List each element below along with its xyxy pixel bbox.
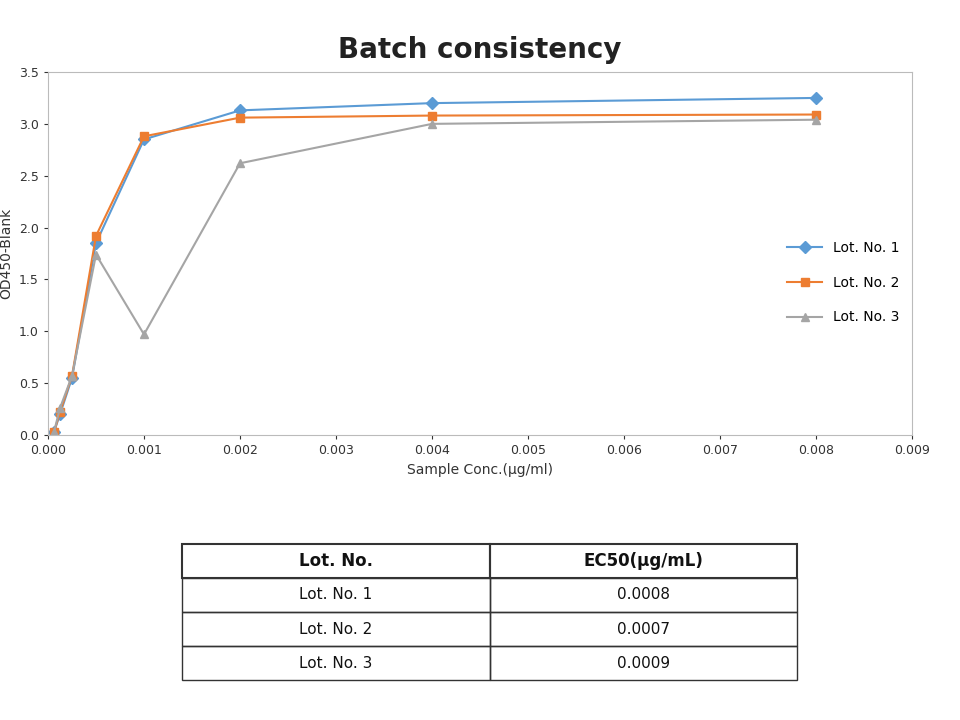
Lot. No. 2 [138,132,150,140]
Text: EC50(μg/mL): EC50(μg/mL) [584,552,703,570]
Text: Lot. No.: Lot. No. [299,552,373,570]
Lot. No. 1 [810,94,822,102]
Lot. No. 1 [90,239,102,248]
Text: Lot. No. 2: Lot. No. 2 [300,621,372,636]
Lot. No. 2 [66,372,78,380]
Line: Lot. No. 3: Lot. No. 3 [50,115,820,436]
Lot. No. 3 [234,159,246,168]
Lot. No. 2 [90,232,102,240]
Lot. No. 3 [54,404,65,413]
Line: Lot. No. 1: Lot. No. 1 [50,94,820,436]
Lot. No. 2 [54,408,65,417]
Lot. No. 1 [66,374,78,382]
Lot. No. 2 [426,112,438,120]
Lot. No. 1 [234,106,246,114]
Lot. No. 3 [426,120,438,128]
X-axis label: Sample Conc.(μg/ml): Sample Conc.(μg/ml) [407,463,553,477]
Lot. No. 3 [48,428,60,436]
Text: 0.0007: 0.0007 [616,621,670,636]
Lot. No. 2 [810,110,822,119]
Line: Lot. No. 2: Lot. No. 2 [50,110,820,436]
Lot. No. 3 [66,372,78,380]
Lot. No. 2 [234,113,246,122]
Y-axis label: OD450-Blank: OD450-Blank [0,208,13,299]
Lot. No. 1 [48,428,60,436]
Lot. No. 1 [426,99,438,107]
Text: 0.0008: 0.0008 [616,588,670,603]
Lot. No. 1 [54,410,65,418]
Text: Lot. No. 3: Lot. No. 3 [300,656,372,671]
Text: Batch consistency: Batch consistency [338,36,622,64]
Text: Lot. No. 1: Lot. No. 1 [300,588,372,603]
Lot. No. 3 [810,115,822,124]
Lot. No. 2 [48,428,60,436]
Lot. No. 1 [138,135,150,144]
Text: 0.0009: 0.0009 [616,656,670,671]
Lot. No. 3 [90,251,102,259]
Legend: Lot. No. 1, Lot. No. 2, Lot. No. 3: Lot. No. 1, Lot. No. 2, Lot. No. 3 [781,235,905,330]
Lot. No. 3 [138,330,150,338]
